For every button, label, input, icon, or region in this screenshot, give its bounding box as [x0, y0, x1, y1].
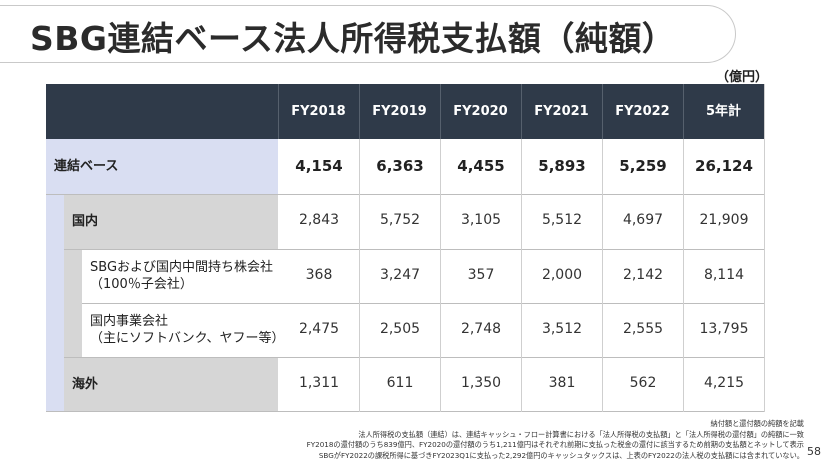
table-cell: 4,697 — [622, 212, 664, 228]
row-label-sbg-holdings: SBGおよび国内中間持ち株会社 — [90, 260, 274, 275]
table-cell: 381 — [548, 375, 576, 391]
table-cell: 2,505 — [379, 321, 421, 337]
table-cell: 6,363 — [376, 157, 424, 175]
footnote-line: 法人所得税の支払額（連結）は、連結キャッシュ・フロー計算書における「法人所得税の… — [358, 429, 804, 439]
row-divider — [64, 249, 764, 250]
page-title: SBG連結ベース法人所得税支払額（純額） — [30, 19, 676, 58]
table-cell: 5,512 — [541, 212, 583, 228]
table-cell: 1,350 — [460, 375, 502, 391]
row-label-consolidated: 連結ベース — [54, 159, 119, 174]
table-cell: 357 — [467, 267, 495, 283]
row-label-operating-companies-note: （主にソフトバンク、ヤフー等） — [90, 331, 285, 346]
table-cell: 2,475 — [298, 321, 340, 337]
table-cell: 5,893 — [538, 157, 586, 175]
row-divider — [82, 303, 764, 304]
header-separator — [521, 84, 522, 139]
table-cell: 1,311 — [298, 375, 340, 391]
column-header: FY2022 — [615, 104, 670, 119]
footnotes: 納付額と還付額の純額を記載 法人所得税の支払額（連結）は、連結キャッシュ・フロー… — [307, 419, 804, 461]
page-number: 58 — [807, 445, 821, 458]
table-cell: 2,000 — [541, 267, 583, 283]
header-separator — [440, 84, 441, 139]
column-divider — [521, 139, 522, 412]
column-divider — [440, 139, 441, 412]
footnote-line: FY2018の還付額のうち839億円、FY2020の還付額のうち1,211億円は… — [306, 440, 804, 449]
table-cell: 2,748 — [460, 321, 502, 337]
table-right-border — [764, 84, 765, 412]
footnote-line: 納付額と還付額の純額を記載 — [710, 419, 804, 428]
column-header: 5年計 — [705, 104, 742, 119]
table-header: FY2018 FY2019 FY2020 FY2021 FY2022 5年計 — [46, 84, 764, 139]
column-header: FY2020 — [453, 104, 508, 119]
row-divider — [46, 194, 764, 195]
row-label-sbg-holdings-note: （100％子会社） — [90, 277, 193, 292]
table-cell: 3,512 — [541, 321, 583, 337]
title-banner — [0, 5, 736, 63]
column-divider — [683, 139, 684, 412]
table-cell: 13,795 — [699, 321, 749, 337]
row-label-overseas: 海外 — [72, 377, 99, 392]
table-cell: 2,843 — [298, 212, 340, 228]
row-divider — [64, 357, 764, 358]
footnote-line: SBGがFY2022の課税所得に基づきFY2023Q1に支払った2,292億円の… — [318, 450, 804, 460]
row-label-operating-companies: 国内事業会社 — [90, 314, 169, 329]
table-cell: 562 — [629, 375, 657, 391]
table-cell: 611 — [386, 375, 414, 391]
table-cell: 2,555 — [622, 321, 664, 337]
table-cell: 368 — [305, 267, 333, 283]
table-cell: 21,909 — [699, 212, 749, 228]
tax-payment-table: FY2018 FY2019 FY2020 FY2021 FY2022 5年計 連… — [46, 84, 765, 412]
header-separator — [602, 84, 603, 139]
column-header: FY2018 — [291, 104, 346, 119]
unit-label: （億円） — [716, 70, 769, 85]
header-separator — [683, 84, 684, 139]
table-cell: 5,259 — [619, 157, 667, 175]
column-divider — [602, 139, 603, 412]
column-header: FY2021 — [534, 104, 589, 119]
column-divider — [359, 139, 360, 412]
table-cell: 3,247 — [379, 267, 421, 283]
table-cell: 26,124 — [695, 157, 753, 175]
table-cell: 4,455 — [457, 157, 505, 175]
table-cell: 3,105 — [460, 212, 502, 228]
row-divider — [46, 411, 765, 412]
table-cell: 2,142 — [622, 267, 664, 283]
table-cell: 4,215 — [703, 375, 745, 391]
column-header: FY2019 — [372, 104, 427, 119]
header-separator — [278, 84, 279, 139]
table-cell: 4,154 — [295, 157, 343, 175]
row-label-domestic: 国内 — [72, 214, 99, 229]
header-separator — [359, 84, 360, 139]
table-cell: 5,752 — [379, 212, 421, 228]
table-cell: 8,114 — [703, 267, 745, 283]
